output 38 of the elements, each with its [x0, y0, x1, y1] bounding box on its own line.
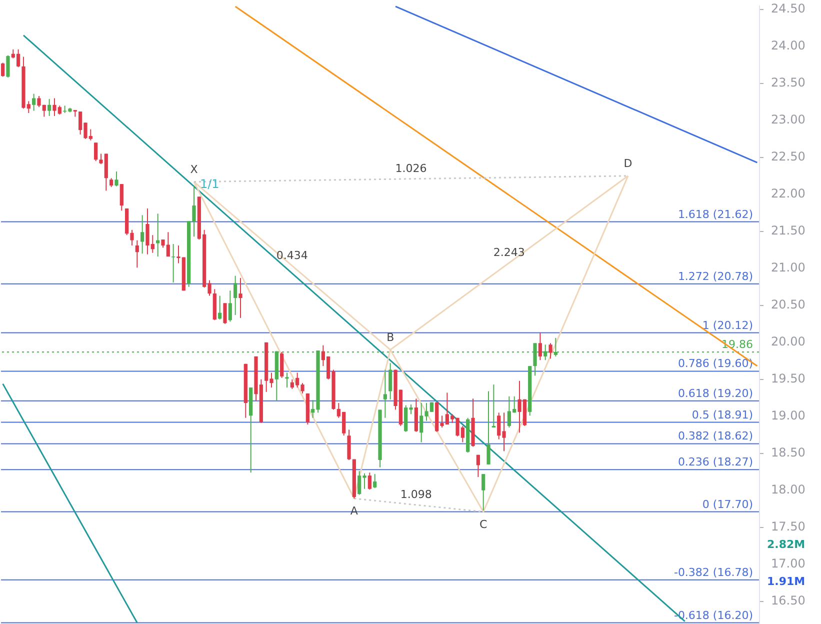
- y-tick-label: 24.50: [771, 2, 806, 16]
- series-label: 0.434: [276, 248, 308, 262]
- ref-line-label: -0.382 (16.78): [674, 566, 753, 579]
- y-tick-label: 22.50: [771, 150, 806, 164]
- y-tick-label: 19.50: [771, 372, 806, 386]
- series-label: 1.026: [395, 162, 427, 175]
- data-label: X: [190, 162, 198, 176]
- y-tick-label: 22.00: [771, 186, 806, 201]
- ref-line-label: 0.786 (19.60): [678, 357, 753, 370]
- y-tick-label: 21.00: [771, 260, 806, 275]
- ref-line-label: 0.382 (18.62): [678, 430, 753, 443]
- text: 2.82M: [767, 538, 806, 552]
- ref-line-label: 1.272 (20.78): [678, 270, 753, 283]
- series-label: 1.098: [400, 488, 432, 502]
- y-tick-label: 18.00: [771, 482, 806, 497]
- ref-line-label: 1 (20.12): [702, 318, 753, 332]
- y-tick-label: 19.00: [771, 408, 806, 423]
- y-tick-label: 18.50: [771, 446, 806, 460]
- text: 1.91M: [767, 575, 806, 588]
- series-label: 2.243: [493, 246, 525, 259]
- y-tick-label: 23.50: [771, 76, 806, 90]
- data-label: D: [624, 156, 632, 170]
- y-tick-label: 24.00: [771, 38, 806, 53]
- y-tick-label: 20.50: [771, 298, 806, 312]
- y-tick-label: 23.00: [771, 112, 806, 127]
- data-label: C: [479, 518, 488, 531]
- y-tick-label: 17.50: [771, 520, 806, 534]
- ref-line-label: 0.236 (18.27): [678, 456, 753, 469]
- data-label: B: [386, 330, 394, 344]
- ref-line-label: 0.5 (18.91): [692, 408, 753, 422]
- y-tick-label: 21.50: [771, 224, 806, 238]
- ref-line-label: 0 (17.70): [702, 498, 753, 511]
- ref-line-label: 0.618 (19.20): [678, 386, 753, 400]
- annotation: 1/1: [200, 176, 220, 191]
- y-tick-label: 17.00: [771, 556, 806, 571]
- ref-line-label: 1.618 (21.62): [678, 208, 753, 221]
- y-tick-label: 16.50: [771, 594, 806, 608]
- y-tick-label: 20.00: [771, 334, 806, 349]
